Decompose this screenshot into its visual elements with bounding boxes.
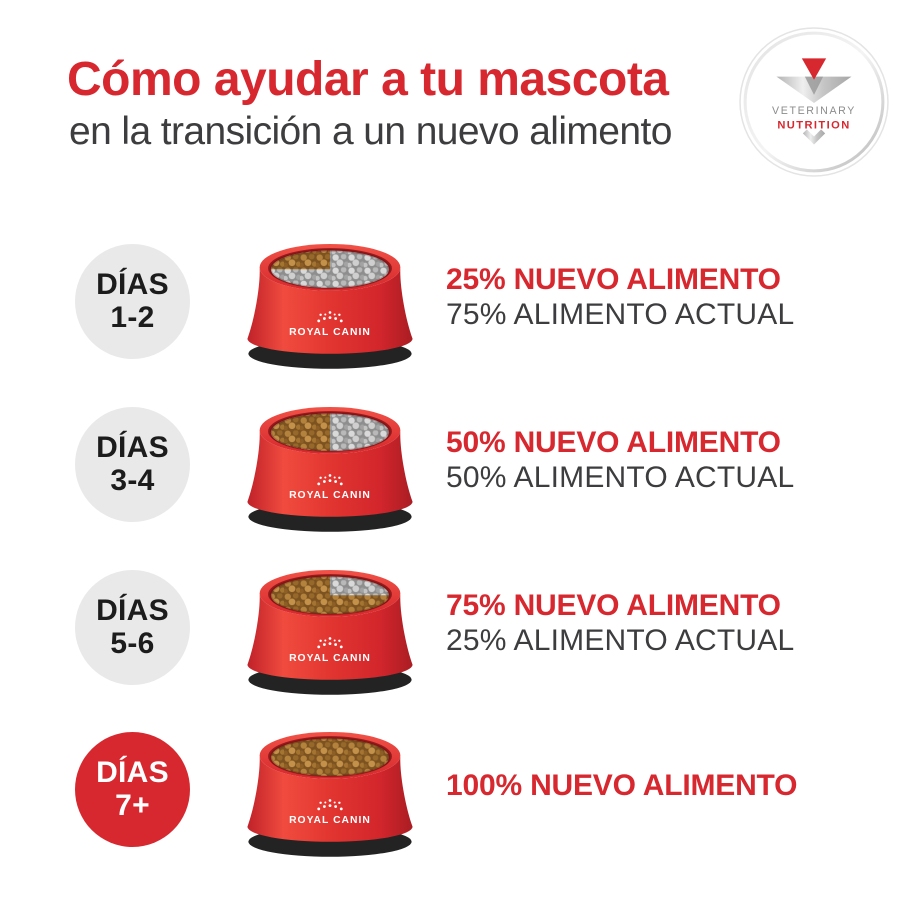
day-range: 5-6 (110, 626, 155, 660)
new-food-percent: 25% NUEVO ALIMENTO (446, 263, 781, 296)
veterinary-nutrition-badge: VETERINARY NUTRITION (738, 26, 890, 178)
new-food-percent: 100% NUEVO ALIMENTO (446, 769, 798, 802)
day-badge-3: DÍAS 5-6 (75, 570, 190, 685)
badge-logo-icon: VETERINARY NUTRITION (739, 27, 889, 177)
bowl-svg: ROYAL CANIN (247, 731, 413, 857)
kibble-food (270, 413, 390, 452)
day-badge-4: DÍAS 7+ (75, 732, 190, 847)
day-label: DÍAS (96, 594, 169, 628)
day-range: 7+ (115, 788, 150, 822)
day-range: 1-2 (110, 300, 155, 334)
food-bowl-1: ROYAL CANIN (235, 228, 425, 380)
bowl-svg: ROYAL CANIN (247, 569, 413, 695)
current-food-percent: 25% ALIMENTO ACTUAL (446, 624, 795, 657)
new-food-percent: 75% NUEVO ALIMENTO (446, 589, 781, 622)
silver-v-notch (804, 76, 824, 95)
kibble-food (270, 738, 390, 777)
step-text-2: 50% NUEVO ALIMENTO 50% ALIMENTO ACTUAL (446, 425, 794, 495)
transition-step-2: DÍAS 3-4 ROYAL CANIN 50% NUEVO ALIMENTO … (0, 389, 900, 551)
crown-icon (317, 637, 343, 649)
crown-icon (317, 311, 343, 323)
day-label: DÍAS (96, 431, 169, 465)
bowl-body (247, 593, 413, 680)
day-label: DÍAS (96, 268, 169, 302)
current-food-percent: 75% ALIMENTO ACTUAL (446, 298, 795, 331)
day-badge-2: DÍAS 3-4 (75, 407, 190, 522)
royal-canin-brand: ROYAL CANIN (289, 327, 371, 338)
page-title: Cómo ayudar a tu mascota (67, 53, 669, 106)
chevron-down-icon (802, 129, 826, 145)
kibble-food (270, 250, 390, 289)
bowl-body (247, 430, 413, 517)
bowl-svg: ROYAL CANIN (247, 406, 413, 532)
crown-icon (317, 799, 343, 811)
day-badge-1: DÍAS 1-2 (75, 244, 190, 359)
red-triangle-icon (801, 58, 827, 80)
royal-canin-brand: ROYAL CANIN (289, 490, 371, 501)
page-subtitle: en la transición a un nuevo alimento (69, 110, 672, 153)
step-text-1: 25% NUEVO ALIMENTO 75% ALIMENTO ACTUAL (446, 262, 794, 332)
kibble-food (270, 576, 390, 615)
badge-line2: NUTRITION (777, 119, 850, 131)
bowl-body (247, 755, 413, 842)
badge-line1: VETERINARY (772, 105, 856, 117)
day-label: DÍAS (96, 756, 169, 790)
food-bowl-2: ROYAL CANIN (235, 391, 425, 543)
royal-canin-brand: ROYAL CANIN (289, 653, 371, 664)
royal-canin-brand: ROYAL CANIN (289, 815, 371, 826)
day-range: 3-4 (110, 463, 155, 497)
step-text-4: 100% NUEVO ALIMENTO (446, 768, 797, 803)
transition-step-1: DÍAS 1-2 ROYAL CANIN 25% NUEVO ALIMENTO … (0, 226, 900, 388)
new-food-percent: 50% NUEVO ALIMENTO (446, 426, 781, 459)
food-bowl-3: ROYAL CANIN (235, 554, 425, 706)
transition-step-3: DÍAS 5-6 ROYAL CANIN 75% NUEVO ALIMENTO … (0, 552, 900, 714)
crown-icon (317, 474, 343, 486)
bowl-svg: ROYAL CANIN (247, 243, 413, 369)
food-bowl-4: ROYAL CANIN (235, 716, 425, 868)
transition-step-4: DÍAS 7+ ROYAL CANIN 100% NUEVO ALIMENTO (0, 714, 900, 876)
current-food-percent: 50% ALIMENTO ACTUAL (446, 461, 795, 494)
bowl-body (247, 267, 413, 354)
step-text-3: 75% NUEVO ALIMENTO 25% ALIMENTO ACTUAL (446, 588, 794, 658)
